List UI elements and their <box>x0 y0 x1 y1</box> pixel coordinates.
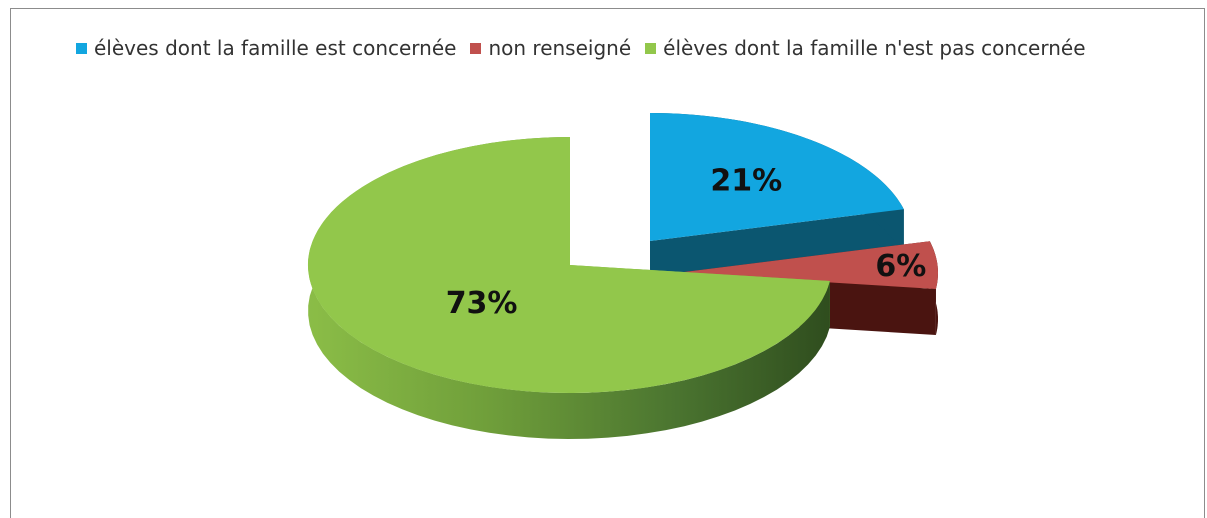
legend-item-concerned: élèves dont la famille est concernée <box>76 36 456 60</box>
legend-swatch-not-specified <box>470 42 482 54</box>
legend-swatch-concerned <box>76 42 87 54</box>
pie-slice-top-not-specified <box>676 241 938 289</box>
data-label-concerned: 21% <box>710 163 782 198</box>
pie-slice-top-concerned <box>650 113 904 241</box>
pie-slice-top-not-concerned <box>307 137 830 393</box>
legend-label-not-specified: non renseigné <box>488 36 632 60</box>
pie-slice-not-concerned <box>307 137 830 439</box>
legend-swatch-not-concerned <box>645 42 657 54</box>
data-label-not-concerned: 73% <box>446 286 518 321</box>
pie-slices <box>307 113 938 439</box>
pie-labels: 21% 6% 73% <box>446 163 927 321</box>
legend-item-not-concerned: élèves dont la famille n'est pas concern… <box>645 36 1086 60</box>
pie-slice-concerned <box>650 113 904 287</box>
legend-label-concerned: élèves dont la famille est concernée <box>94 36 457 60</box>
legend-item-not-specified: non renseigné <box>470 36 631 60</box>
pie-slice-wall-concerned-end <box>650 209 904 287</box>
legend-label-not-concerned: élèves dont la famille n'est pas concern… <box>663 36 1086 60</box>
data-label-not-specified: 6% <box>875 249 926 284</box>
legend: élèves dont la famille est concernée non… <box>76 33 1086 63</box>
